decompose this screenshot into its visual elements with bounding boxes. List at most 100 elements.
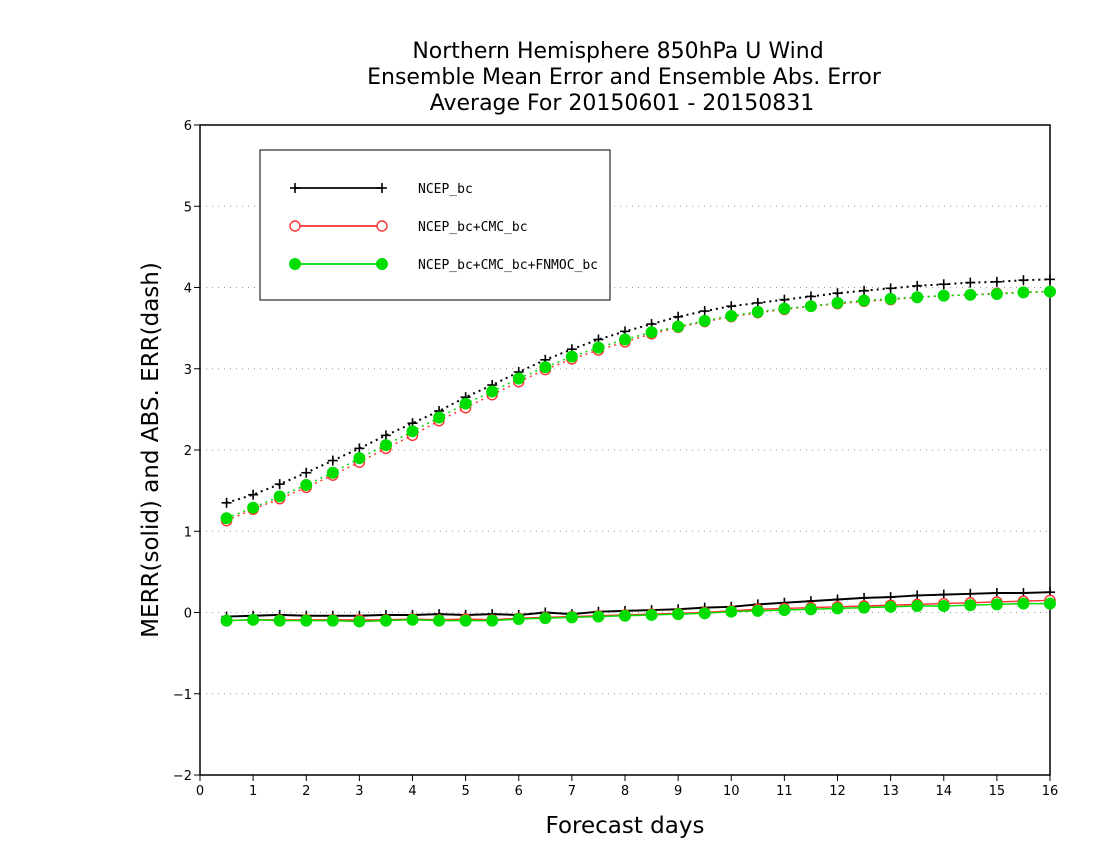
- plus-marker: [274, 479, 285, 490]
- x-tick-label: 1: [249, 784, 257, 799]
- filled-circle-marker: [672, 608, 685, 621]
- filled-circle-marker: [379, 614, 392, 627]
- x-tick-label: 13: [882, 784, 899, 799]
- legend-box: [259, 149, 611, 301]
- filled-circle-marker: [486, 385, 499, 398]
- plus-marker: [859, 285, 870, 296]
- filled-circle-marker: [459, 614, 472, 627]
- abs-err-line: [226, 290, 1051, 522]
- x-tick-label: 10: [723, 784, 740, 799]
- filled-circle-marker: [751, 305, 764, 318]
- plus-marker: [673, 311, 684, 322]
- plus-marker: [699, 306, 710, 317]
- plus-marker: [912, 280, 923, 291]
- filled-circle-marker: [289, 258, 301, 270]
- filled-circle-marker: [486, 614, 499, 627]
- filled-circle-marker: [884, 600, 897, 613]
- x-tick-label: 2: [302, 784, 310, 799]
- filled-circle-marker: [964, 288, 977, 301]
- plus-marker: [248, 489, 259, 500]
- filled-circle-marker: [273, 614, 286, 627]
- plus-marker: [965, 277, 976, 288]
- title-line-1: Northern Hemisphere 850hPa U Wind: [412, 39, 823, 64]
- filled-circle-marker: [539, 361, 552, 374]
- filled-circle-marker: [911, 600, 924, 612]
- x-tick-label: 4: [408, 784, 416, 799]
- filled-circle-marker: [406, 613, 419, 626]
- filled-circle-marker: [619, 609, 631, 622]
- x-tick-label: 3: [355, 784, 363, 799]
- filled-circle-marker: [619, 333, 631, 346]
- series-layer: [220, 274, 1056, 628]
- x-tick-label: 12: [829, 784, 846, 799]
- filled-circle-marker: [911, 291, 924, 304]
- filled-circle-marker: [353, 615, 366, 628]
- filled-circle-marker: [220, 512, 233, 525]
- plus-marker: [832, 288, 843, 299]
- y-axis-label: MERR(solid) and ABS. ERR(dash): [138, 262, 164, 638]
- chart-title: Northern Hemisphere 850hPa U Wind Ensemb…: [367, 39, 882, 116]
- plus-marker: [726, 301, 737, 312]
- y-tick-label: 3: [184, 363, 192, 378]
- plus-marker: [327, 455, 338, 466]
- filled-circle-marker: [326, 614, 339, 627]
- filled-circle-marker: [592, 341, 605, 354]
- legend-item: NCEP_bc+CMC_bc+FNMOC_bc: [289, 258, 598, 273]
- y-tick-label: 5: [184, 200, 192, 215]
- series-3: [220, 285, 1056, 628]
- legend-label: NCEP_bc+CMC_bc+FNMOC_bc: [418, 258, 598, 273]
- abs-err-line: [226, 278, 1051, 504]
- legend-item: NCEP_bc: [290, 182, 473, 197]
- title-line-2: Ensemble Mean Error and Ensemble Abs. Er…: [367, 65, 882, 90]
- legend-label: NCEP_bc: [418, 182, 473, 197]
- filled-circle-marker: [937, 600, 950, 612]
- filled-circle-marker: [1044, 285, 1056, 298]
- plus-marker: [885, 283, 896, 294]
- filled-circle-marker: [645, 326, 658, 339]
- x-tick-label: 5: [461, 784, 469, 799]
- filled-circle-marker: [858, 601, 871, 614]
- filled-circle-marker: [273, 490, 286, 503]
- plus-marker: [938, 279, 949, 290]
- filled-circle-marker: [433, 411, 446, 424]
- filled-circle-marker: [937, 289, 950, 302]
- plus-marker: [301, 467, 312, 478]
- x-tick-label: 16: [1042, 784, 1059, 799]
- filled-circle-marker: [1044, 597, 1056, 610]
- filled-circle-marker: [725, 605, 738, 618]
- filled-circle-marker: [990, 598, 1003, 611]
- filled-circle-marker: [778, 604, 791, 617]
- filled-circle-marker: [990, 288, 1003, 300]
- legend-label: NCEP_bc+CMC_bc: [418, 220, 528, 235]
- plus-marker: [221, 497, 232, 508]
- filled-circle-marker: [406, 425, 419, 438]
- plus-marker: [805, 291, 816, 302]
- filled-circle-marker: [539, 612, 552, 625]
- filled-circle-marker: [379, 439, 392, 452]
- filled-circle-marker: [592, 610, 605, 623]
- legend-item: NCEP_bc+CMC_bc: [289, 220, 528, 235]
- series-2: [220, 285, 1056, 627]
- filled-circle-marker: [565, 611, 578, 624]
- plus-marker: [1045, 274, 1055, 285]
- filled-circle-marker: [831, 602, 844, 615]
- filled-circle-marker: [725, 309, 738, 322]
- x-tick-label: 8: [621, 784, 629, 799]
- filled-circle-marker: [698, 607, 711, 620]
- open-circle-marker: [289, 220, 301, 232]
- filled-circle-marker: [1017, 597, 1030, 610]
- filled-circle-marker: [672, 320, 685, 333]
- filled-circle-marker: [565, 350, 578, 363]
- y-tick-label: 1: [184, 525, 192, 540]
- filled-circle-marker: [326, 466, 339, 479]
- filled-circle-marker: [433, 614, 446, 627]
- plus-marker: [991, 276, 1002, 287]
- filled-circle-marker: [376, 258, 388, 270]
- x-tick-label: 14: [935, 784, 952, 799]
- plus-marker: [380, 430, 391, 441]
- filled-circle-marker: [964, 599, 977, 612]
- open-circle-marker: [376, 220, 388, 232]
- series-1: [221, 274, 1055, 622]
